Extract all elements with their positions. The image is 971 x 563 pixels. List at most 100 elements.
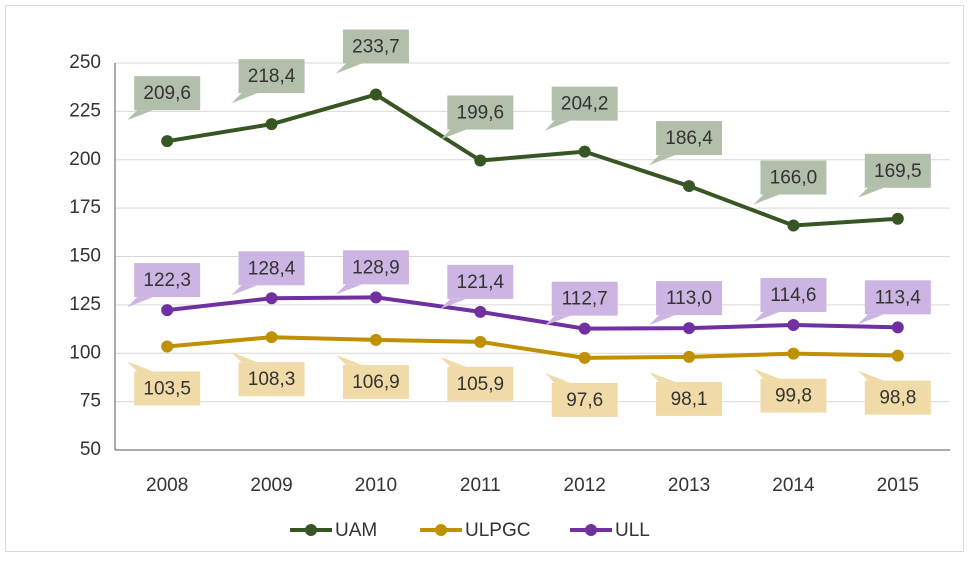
data-label-box <box>447 264 514 299</box>
data-label: 97,6 <box>566 390 603 411</box>
data-label-box <box>656 281 723 316</box>
data-label: 122,3 <box>143 270 191 291</box>
data-label: 199,6 <box>457 103 505 124</box>
legend-marker <box>435 524 447 536</box>
label-pointer <box>649 155 676 166</box>
marker <box>578 145 591 158</box>
data-label: 128,4 <box>248 258 296 279</box>
data-label-box <box>551 86 618 121</box>
label-pointer <box>335 63 362 74</box>
marker <box>369 333 382 346</box>
data-label-box <box>342 364 409 399</box>
marker <box>787 318 800 331</box>
data-label: 99,8 <box>775 386 812 407</box>
data-label: 112,7 <box>562 289 608 310</box>
data-label: 105,9 <box>457 374 505 395</box>
data-label-box <box>760 160 827 195</box>
data-label-box <box>342 29 409 64</box>
series-line <box>166 295 898 331</box>
marker <box>787 347 800 360</box>
label-pointer <box>127 297 154 308</box>
y-tick-label: 50 <box>80 439 101 460</box>
label-pointer <box>857 314 884 325</box>
legend-label: ULPGC <box>465 520 530 541</box>
marker <box>265 292 278 305</box>
data-label: 103,5 <box>143 378 191 399</box>
label-pointer <box>335 284 362 295</box>
x-tick-label: 2012 <box>564 475 606 496</box>
x-tick-label: 2015 <box>877 475 919 496</box>
y-tick-label: 100 <box>69 342 101 363</box>
data-label: 128,9 <box>352 257 400 278</box>
x-tick-label: 2013 <box>668 475 710 496</box>
y-tick-label: 225 <box>69 100 101 121</box>
data-label: 209,6 <box>143 83 191 104</box>
data-label-box <box>760 277 827 312</box>
data-label: 113,4 <box>875 287 922 308</box>
marker <box>161 304 174 317</box>
label-pointer <box>857 187 884 198</box>
series-line <box>166 92 898 228</box>
series-line <box>167 335 898 360</box>
data-label-box <box>342 250 409 285</box>
marker <box>369 88 382 101</box>
label-pointer <box>440 356 467 367</box>
legend-label: UAM <box>335 520 377 541</box>
marker <box>161 340 174 353</box>
data-label: 113,0 <box>666 288 712 309</box>
y-tick-label: 150 <box>69 246 101 267</box>
data-label: 106,9 <box>352 372 400 393</box>
x-tick-label: 2009 <box>250 475 292 496</box>
data-label-box <box>238 59 305 94</box>
marker <box>787 219 800 232</box>
marker <box>578 351 591 364</box>
data-label-box <box>238 251 305 286</box>
x-tick-label: 2008 <box>146 475 188 496</box>
label-pointer <box>127 110 154 121</box>
legend-marker <box>305 524 317 536</box>
label-pointer <box>649 371 676 382</box>
label-pointer <box>231 352 258 363</box>
marker <box>265 331 278 344</box>
x-tick-label: 2011 <box>460 475 501 496</box>
label-pointer <box>544 315 571 326</box>
data-label-box <box>447 366 514 401</box>
y-tick-label: 250 <box>69 52 101 73</box>
marker <box>474 335 487 348</box>
label-pointer <box>127 361 154 372</box>
y-tick-label: 125 <box>69 294 101 315</box>
label-pointer <box>857 370 884 381</box>
label-pointer <box>440 129 467 140</box>
label-pointer <box>544 120 571 131</box>
marker <box>265 118 278 131</box>
marker <box>474 305 487 318</box>
y-tick-label: 75 <box>80 391 101 412</box>
data-label: 121,4 <box>457 272 505 293</box>
data-label: 108,3 <box>248 369 296 390</box>
marker <box>891 349 904 362</box>
data-label: 166,0 <box>770 168 818 189</box>
data-label-box <box>864 280 931 315</box>
data-label: 218,4 <box>248 66 296 87</box>
marker <box>578 322 591 335</box>
data-label: 98,1 <box>671 389 708 410</box>
label-pointer <box>440 298 467 309</box>
marker <box>369 291 382 304</box>
label-pointer <box>231 93 258 104</box>
data-label-box <box>760 378 827 413</box>
y-tick-label: 200 <box>69 149 101 170</box>
data-label: 98,8 <box>879 388 916 409</box>
marker <box>161 135 174 148</box>
x-tick-label: 2014 <box>772 475 815 496</box>
label-pointer <box>231 285 258 296</box>
label-pointer <box>335 354 362 365</box>
data-label-box <box>134 371 201 406</box>
data-label-box <box>134 76 201 111</box>
label-pointer <box>753 368 780 379</box>
x-tick-label: 2010 <box>355 475 397 496</box>
label-pointer <box>753 311 780 322</box>
data-label: 233,7 <box>352 37 400 58</box>
label-pointer <box>649 315 676 326</box>
data-label-box <box>656 381 723 416</box>
